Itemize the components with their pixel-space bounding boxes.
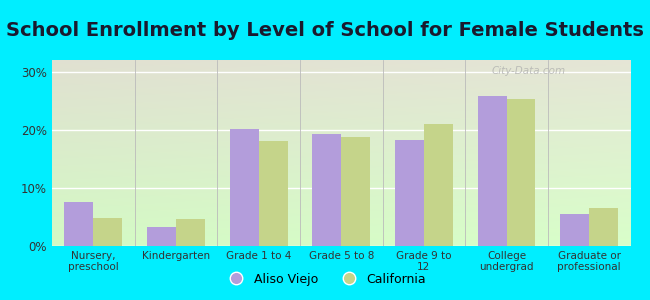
Bar	[94, 218, 122, 246]
Bar	[312, 134, 341, 246]
Bar	[64, 202, 94, 246]
Legend: Aliso Viejo, California: Aliso Viejo, California	[218, 268, 432, 291]
Bar	[341, 137, 370, 246]
Bar	[176, 219, 205, 246]
Bar	[147, 227, 176, 246]
Text: City-Data.com: City-Data.com	[491, 66, 566, 76]
Bar	[424, 124, 453, 246]
Bar	[229, 129, 259, 246]
Bar	[589, 208, 618, 246]
Bar	[560, 214, 589, 246]
Bar	[259, 141, 287, 246]
Bar	[395, 140, 424, 246]
Text: School Enrollment by Level of School for Female Students: School Enrollment by Level of School for…	[6, 21, 644, 40]
Bar	[506, 99, 536, 246]
Bar	[478, 96, 506, 246]
